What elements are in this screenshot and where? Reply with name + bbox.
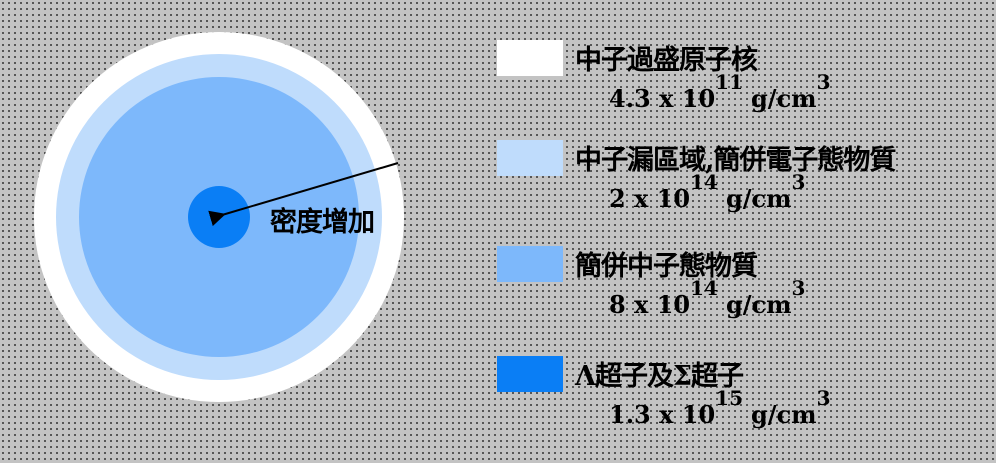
density-arrow (208, 162, 399, 227)
legend-item-neutron-matter: 簡併中子態物質 8 x 1014g/cm3 (497, 242, 992, 352)
legend-density: 2 x 1014g/cm3 (609, 170, 806, 213)
legend-swatch-white (497, 40, 563, 76)
legend-item-inner-crust: 中子漏區域,簡併電子態物質 2 x 1014g/cm3 (497, 136, 992, 246)
legend-density: 8 x 1014g/cm3 (609, 276, 806, 319)
legend-density: 1.3 x 1015g/cm3 (609, 386, 831, 429)
legend-label: 中子過盛原子核 (575, 45, 758, 76)
legend-item-hyperon-core: Λ超子及Σ超子 1.3 x 1015g/cm3 (497, 352, 992, 462)
legend-density: 4.3 x 1011g/cm3 (609, 70, 831, 113)
legend-swatch-dark-blue (497, 356, 563, 392)
legend-item-outer-crust: 中子過盛原子核 4.3 x 1011g/cm3 (497, 36, 992, 146)
legend-label: 中子漏區域,簡併電子態物質 (575, 145, 896, 176)
legend-label: 簡併中子態物質 (575, 251, 758, 282)
hyperon-core (188, 186, 250, 248)
legend-swatch-medium-blue (497, 246, 563, 282)
legend-label: Λ超子及Σ超子 (575, 361, 744, 392)
density-increase-label: 密度增加 (270, 207, 375, 238)
legend-swatch-light-blue (497, 140, 563, 176)
